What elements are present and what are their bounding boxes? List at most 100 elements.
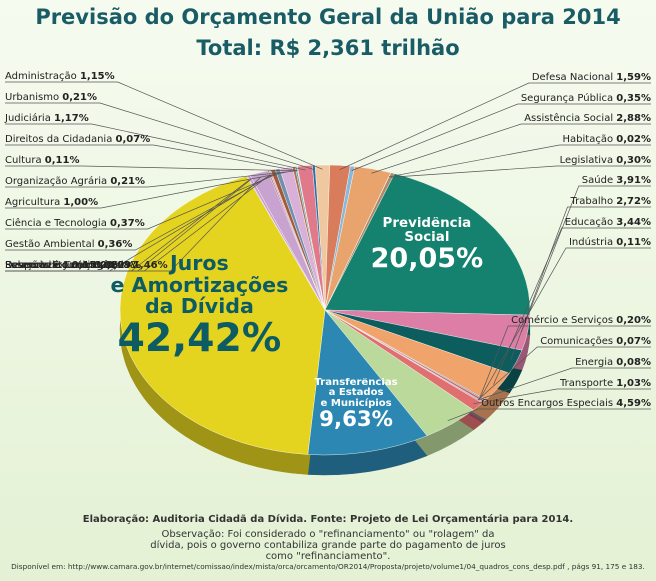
- value-label: 0,21%: [62, 92, 97, 103]
- value-label: 1,03%: [616, 378, 651, 389]
- category-label: Indústria: [569, 236, 613, 248]
- data-label: Educação 3,44%: [565, 217, 651, 228]
- category-label: Gestão Ambiental: [5, 239, 94, 250]
- leader-line: [510, 206, 651, 361]
- category-label: Administração: [5, 71, 77, 82]
- leader-line: [5, 123, 306, 171]
- category-label: Transferências a Estados e Municípios: [314, 377, 398, 409]
- leader-line: [339, 82, 651, 171]
- data-label: Agricultura 1,00%: [5, 197, 98, 208]
- note-box: Observação: Foi considerado o "refinanci…: [150, 529, 506, 559]
- value-label: 2,72%: [616, 196, 651, 207]
- slice: [119, 175, 326, 455]
- data-label: Comunicações 0,07%: [540, 336, 651, 347]
- leader-line: [390, 165, 651, 178]
- chart-title: Previsão do Orçamento Geral da União par…: [35, 5, 620, 29]
- data-label: Direitos da Cidadania 0,07%: [5, 134, 150, 145]
- data-label: Transporte 1,03%: [559, 378, 651, 389]
- value-label: 42,42%: [117, 314, 282, 361]
- chart-subtitle: Total: R$ 2,361 trilhão: [196, 36, 459, 60]
- value-label: 0,07%: [116, 134, 151, 145]
- category-label: Desporto e Lazer: [5, 260, 91, 271]
- category-label: Comunicações: [540, 336, 613, 347]
- value-label: 0,08%: [616, 357, 651, 368]
- data-label: Defesa Nacional 1,59%: [532, 72, 651, 83]
- pie: Defesa Nacional 1,59% Segurança Pública 0…: [4, 71, 651, 476]
- value-label: 0,02%: [616, 134, 651, 145]
- inner-label: Transferências a Estados e Municípios9,6…: [314, 377, 398, 433]
- category-label: Habitação: [563, 134, 614, 145]
- data-label: Organização Agrária 0,21%: [5, 175, 145, 187]
- note: Observação: Foi considerado o "refinanci…: [150, 529, 506, 559]
- value-label: 0,06%: [94, 260, 129, 271]
- category-label: Trabalho: [570, 196, 614, 207]
- link: Disponível em: http://www.camara.gov.br/…: [11, 562, 645, 571]
- category-label: Previdência Social: [382, 217, 472, 246]
- category-label: Defesa Nacional: [532, 72, 613, 83]
- value-label: 9,63%: [319, 407, 394, 433]
- category-label: Cultura: [5, 155, 42, 166]
- category-label: Energia: [575, 357, 613, 368]
- value-label: 3,91%: [616, 175, 651, 186]
- value-label: 0,37%: [110, 218, 145, 229]
- leader-line: [5, 171, 288, 209]
- category-label: Organização Agrária: [5, 175, 107, 187]
- value-label: 3,44%: [616, 217, 651, 228]
- leader-line: [5, 165, 297, 172]
- source: Elaboração: Auditoria Cidadã da Dívida. …: [82, 514, 574, 525]
- data-label: Trabalho 2,72%: [570, 196, 651, 207]
- value-label: 1,15%: [80, 71, 115, 82]
- leader-line: [388, 144, 651, 178]
- leader-line: [5, 144, 298, 172]
- category-label: Essencial à Justiça: [5, 259, 97, 271]
- value-label: 0,30%: [616, 155, 651, 166]
- data-label: Segurança Pública 0,35%: [521, 92, 651, 104]
- category-label: Reserva de Contingência: [5, 259, 130, 271]
- data-label: Saneamento 0,15%: [5, 260, 106, 271]
- value-label: 20,05%: [370, 243, 484, 275]
- data-label: Urbanismo 0,21%: [5, 92, 97, 103]
- leader-line: [5, 170, 295, 188]
- value-label: 0,21%: [110, 176, 145, 187]
- value-label: 0,07%: [616, 336, 651, 347]
- category-label: Judiciária: [4, 112, 51, 124]
- slice: [324, 173, 531, 316]
- value-label: 0,20%: [616, 315, 651, 326]
- data-label: Saúde 3,91%: [582, 174, 651, 186]
- leader-line: [479, 325, 651, 399]
- category-label: Ciência e Tecnologia: [5, 217, 107, 229]
- data-label: Ciência e Tecnologia 0,37%: [5, 217, 145, 229]
- category-label: Relações Exteriores: [5, 260, 103, 271]
- value-label: 0,35%: [616, 93, 651, 104]
- data-label: Essencial à Justiça 0,22%: [5, 259, 135, 271]
- value-label: 2,88%: [616, 113, 651, 124]
- category-label: Juros e Amortizações da Dívida: [110, 252, 289, 319]
- value-label: 0,36%: [98, 239, 133, 250]
- value-label: 1,00%: [63, 197, 98, 208]
- leader-line: [5, 179, 250, 272]
- data-label: Judiciária 1,17%: [4, 112, 89, 124]
- value-label: 0,22%: [100, 260, 135, 271]
- data-label: Comércio e Serviços 0,20%: [511, 314, 651, 326]
- data-label: Administração 1,15%: [5, 71, 115, 82]
- category-label: Saúde: [582, 174, 613, 186]
- category-label: Outros Encargos Especiais: [481, 398, 613, 409]
- leader-line: [5, 102, 315, 170]
- category-label: Transporte: [559, 378, 613, 389]
- data-label: Legislativa 0,30%: [560, 155, 651, 166]
- leader-line: [351, 103, 651, 171]
- data-label: Cultura 0,11%: [5, 155, 80, 166]
- value-label: 1,59%: [616, 72, 651, 83]
- leader-line: [5, 173, 275, 251]
- leader-line: [478, 346, 651, 400]
- leader-line: [493, 227, 651, 385]
- source-box: Elaboração: Auditoria Cidadã da Dívida. …: [82, 514, 574, 525]
- leader-line: [480, 247, 651, 398]
- category-label: Agricultura: [5, 197, 60, 208]
- value-label: 0,11%: [616, 237, 651, 248]
- data-label: Gestão Ambiental 0,36%: [5, 239, 132, 250]
